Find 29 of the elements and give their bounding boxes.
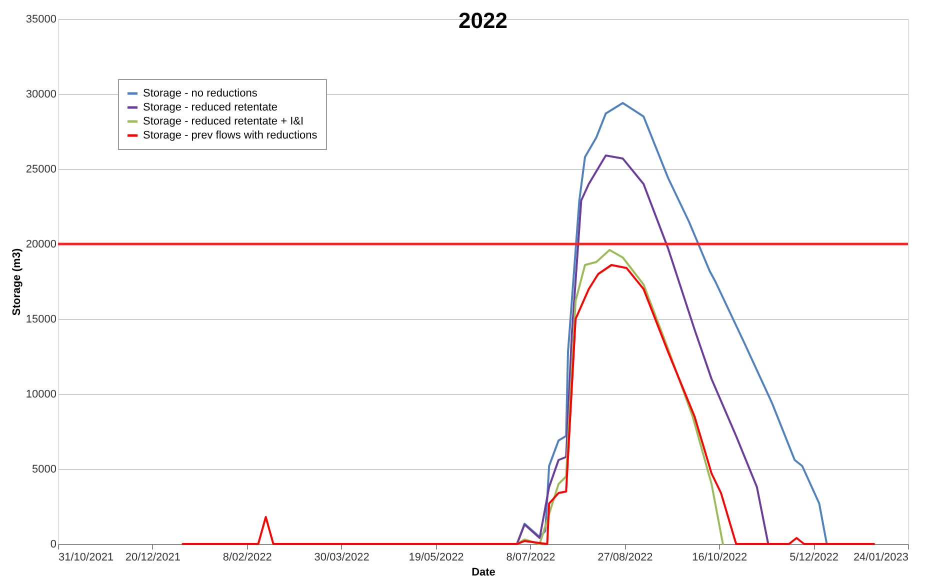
legend-label: Storage - prev flows with reductions (143, 130, 318, 142)
line-series (516, 102, 828, 545)
y-axis-title: Storage (m3) (10, 248, 23, 316)
line-series (516, 249, 724, 545)
x-tick-label: 30/03/2022 (314, 552, 370, 564)
legend-label: Storage - reduced retentate + I&I (143, 116, 304, 128)
y-tick-label: 25000 (26, 164, 56, 176)
x-tick-label: 24/01/2023 (853, 552, 908, 564)
x-tick-label: 8/07/2022 (506, 552, 556, 564)
x-tick-label: 5/12/2022 (790, 552, 839, 564)
chart-title: 2022 (458, 8, 508, 33)
legend-label: Storage - no reductions (143, 88, 258, 100)
x-axis-title: Date (472, 566, 496, 578)
x-tick-label: 16/10/2022 (692, 552, 748, 564)
x-tick-label: 8/02/2022 (222, 552, 272, 564)
x-tick-label: 19/05/2022 (408, 552, 464, 564)
y-tick-label: 30000 (26, 88, 56, 100)
x-tick-label: 31/10/2021 (58, 552, 114, 564)
y-tick-label: 20000 (26, 238, 56, 250)
y-tick-label: 35000 (26, 14, 56, 26)
line-series (182, 264, 875, 545)
y-tick-label: 15000 (26, 314, 56, 326)
x-tick-label: 27/08/2022 (598, 552, 653, 564)
x-tick-label: 20/12/2021 (125, 552, 180, 564)
y-tick-label: 10000 (26, 388, 56, 400)
legend-label: Storage - reduced retentate (143, 102, 278, 114)
y-tick-label: 0 (50, 538, 56, 550)
line-series (516, 154, 770, 545)
y-tick-label: 5000 (32, 464, 56, 476)
